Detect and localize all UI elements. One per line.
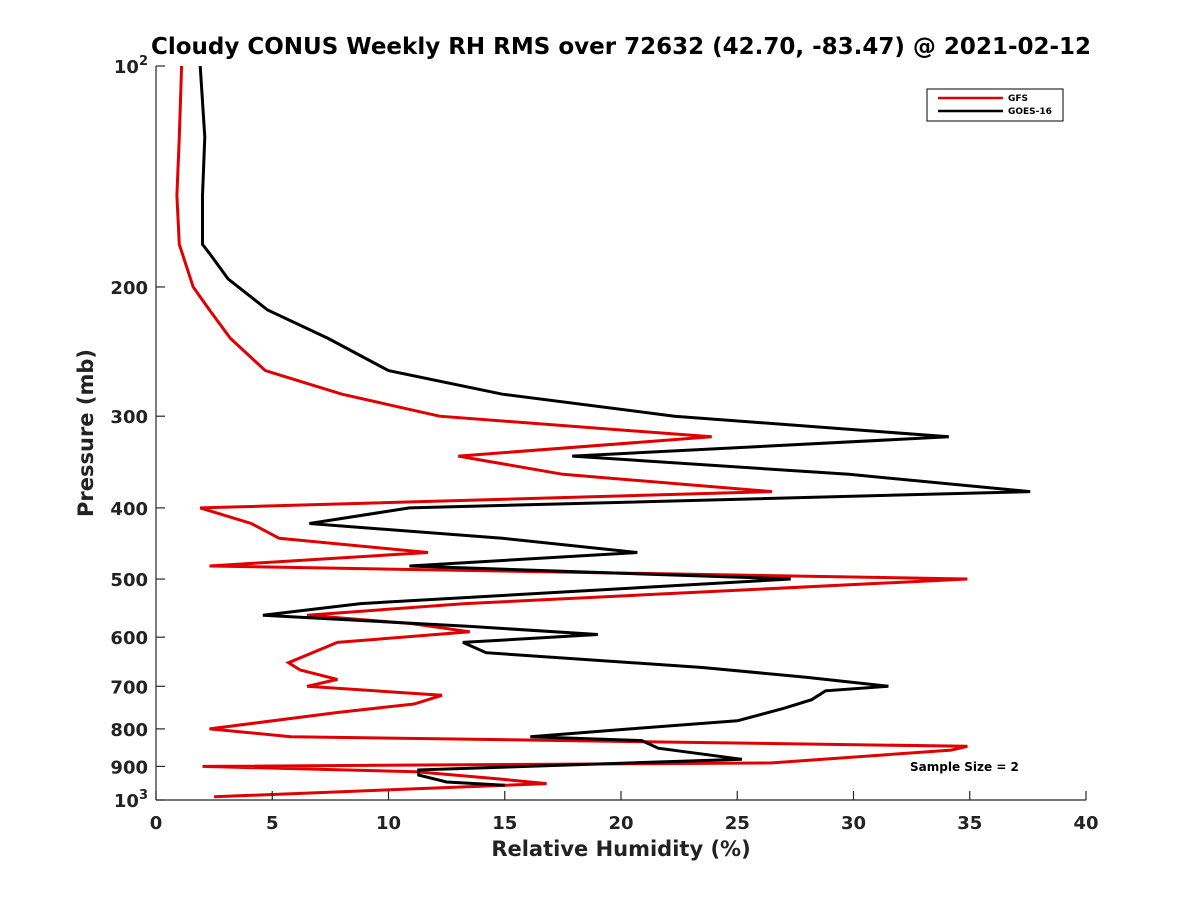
y-tick-label: 700	[110, 677, 148, 698]
legend-label-gfs: GFS	[1008, 94, 1028, 104]
y-tick-label: 102	[114, 54, 148, 78]
y-tick-label: 200	[110, 278, 148, 299]
x-axis-label: Relative Humidity (%)	[491, 837, 750, 861]
x-tick-label: 0	[150, 813, 163, 834]
y-tick-label: 600	[110, 628, 148, 649]
sample-size-annotation: Sample Size = 2	[910, 760, 1019, 774]
legend-box	[926, 88, 1064, 122]
x-tick-label: 25	[725, 813, 750, 834]
x-tick-label: 20	[608, 813, 633, 834]
y-tick-label: 300	[110, 407, 148, 428]
y-axis-label: Pressure (mb)	[74, 349, 98, 517]
legend-label-goes16: GOES-16	[1008, 107, 1052, 117]
series-line-gfs	[175, 65, 968, 799]
legend: GFS GOES-16	[926, 88, 1064, 122]
y-tick-label: 400	[110, 499, 148, 520]
x-tick-label: 30	[841, 813, 866, 834]
axes-layer: 0 5 10 15 20 25 30 35 40 102 200 300 400 500 600 700 800…	[110, 54, 1098, 834]
series-line-goes-16	[198, 65, 1031, 787]
x-tick-label: 10	[376, 813, 401, 834]
y-tick-label: 800	[110, 720, 148, 741]
x-tick-label: 15	[492, 813, 517, 834]
x-tick-label: 40	[1073, 813, 1098, 834]
y-tick-label: 500	[110, 570, 148, 591]
y-tick-label: 900	[110, 757, 148, 778]
y-tick-label: 103	[114, 788, 148, 812]
x-tick-label: 5	[266, 813, 279, 834]
x-tick-label: 35	[957, 813, 982, 834]
series-layer	[175, 65, 1031, 799]
chart-title: Cloudy CONUS Weekly RH RMS over 72632 (4…	[151, 34, 1091, 60]
